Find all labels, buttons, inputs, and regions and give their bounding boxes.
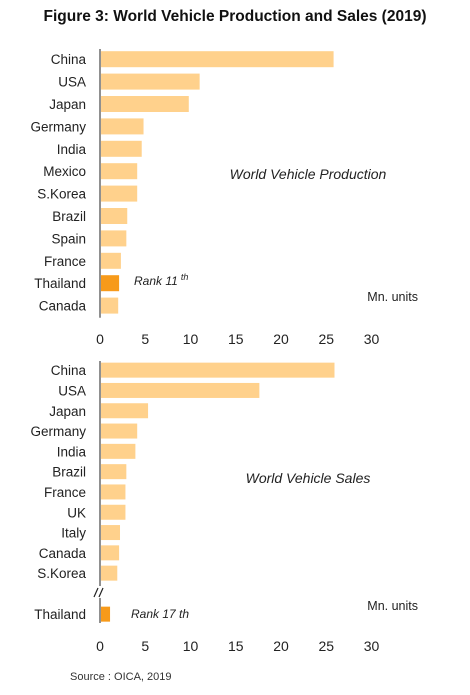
sales-bar-thailand [101, 606, 111, 622]
sales-bar-s-korea [101, 565, 118, 581]
production-category-label-china: China [51, 52, 87, 67]
sales-bar-canada [101, 545, 120, 561]
production-x-tick-label-5: 5 [141, 331, 149, 347]
sales-category-label-france: France [44, 485, 86, 500]
production-bar-china [101, 51, 334, 68]
sales-category-label-italy: Italy [61, 526, 86, 541]
production-bar-canada [101, 297, 119, 314]
production-chart-title: World Vehicle Production [230, 166, 387, 182]
sales-category-label-usa: USA [58, 383, 86, 398]
figure-title: Figure 3: World Vehicle Production and S… [43, 8, 427, 25]
production-bar-s-korea [101, 185, 138, 202]
sales-x-tick-label-10: 10 [183, 638, 199, 654]
sales-bar-uk [101, 504, 126, 520]
production-bar-france [101, 252, 121, 269]
sales-category-label-china: China [51, 363, 87, 378]
production-bar-mexico [101, 163, 138, 180]
sales-x-tick-label-15: 15 [228, 638, 244, 654]
production-bar-usa [101, 73, 200, 90]
sales-axis-break-mark-1 [93, 587, 99, 598]
sales-chart-title: World Vehicle Sales [246, 470, 371, 486]
sales-bar-usa [101, 382, 260, 398]
sales-category-label-canada: Canada [39, 546, 87, 561]
production-bar-japan [101, 96, 189, 112]
sales-x-tick-label-0: 0 [96, 638, 104, 654]
production-x-tick-label-25: 25 [318, 331, 334, 347]
sales-bar-brazil [101, 464, 127, 480]
production-category-label-thailand: Thailand [34, 276, 86, 291]
sales-bar-italy [101, 525, 121, 541]
sales-bar-france [101, 484, 126, 500]
production-x-tick-label-10: 10 [183, 331, 199, 347]
sales-rank-note: Rank 17 th [131, 607, 189, 621]
sales-category-label-germany: Germany [30, 424, 86, 439]
sales-bar-japan [101, 403, 149, 419]
production-bar-india [101, 140, 142, 157]
production-bar-spain [101, 230, 127, 247]
production-x-tick-label-15: 15 [228, 331, 244, 347]
sales-bar-china [101, 362, 335, 378]
sales-category-label-uk: UK [67, 505, 86, 520]
production-bar-thailand [101, 275, 120, 292]
sales-x-tick-label-5: 5 [141, 638, 149, 654]
production-unit-label: Mn. units [367, 290, 418, 304]
sales-category-label-japan: Japan [49, 404, 86, 419]
production-category-label-mexico: Mexico [43, 164, 86, 179]
production-category-label-india: India [57, 142, 87, 157]
sales-axis-break-mark-2 [98, 587, 104, 598]
sales-category-label-brazil: Brazil [52, 465, 86, 480]
sales-x-tick-label-20: 20 [273, 638, 289, 654]
production-bar-germany [101, 118, 144, 135]
production-x-tick-label-0: 0 [96, 331, 104, 347]
sales-bar-germany [101, 423, 138, 439]
sales-x-tick-label-25: 25 [318, 638, 334, 654]
sales-unit-label: Mn. units [367, 599, 418, 613]
production-category-label-s-korea: S.Korea [37, 187, 86, 202]
sales-x-tick-label-30: 30 [364, 638, 380, 654]
sales-category-label-s-korea: S.Korea [37, 566, 86, 581]
production-category-label-usa: USA [58, 75, 86, 90]
source-note: Source : OICA, 2019 [70, 671, 172, 683]
production-category-label-brazil: Brazil [52, 209, 86, 224]
sales-category-label-thailand: Thailand [34, 607, 86, 622]
production-x-tick-label-20: 20 [273, 331, 289, 347]
production-category-label-germany: Germany [30, 119, 86, 134]
production-bar-brazil [101, 208, 128, 224]
production-category-label-spain: Spain [51, 231, 86, 246]
production-category-label-canada: Canada [39, 299, 87, 314]
production-category-label-japan: Japan [49, 97, 86, 112]
sales-category-label-india: India [57, 444, 87, 459]
production-category-label-france: France [44, 254, 86, 269]
sales-bar-india [101, 443, 136, 459]
production-x-tick-label-30: 30 [364, 331, 380, 347]
